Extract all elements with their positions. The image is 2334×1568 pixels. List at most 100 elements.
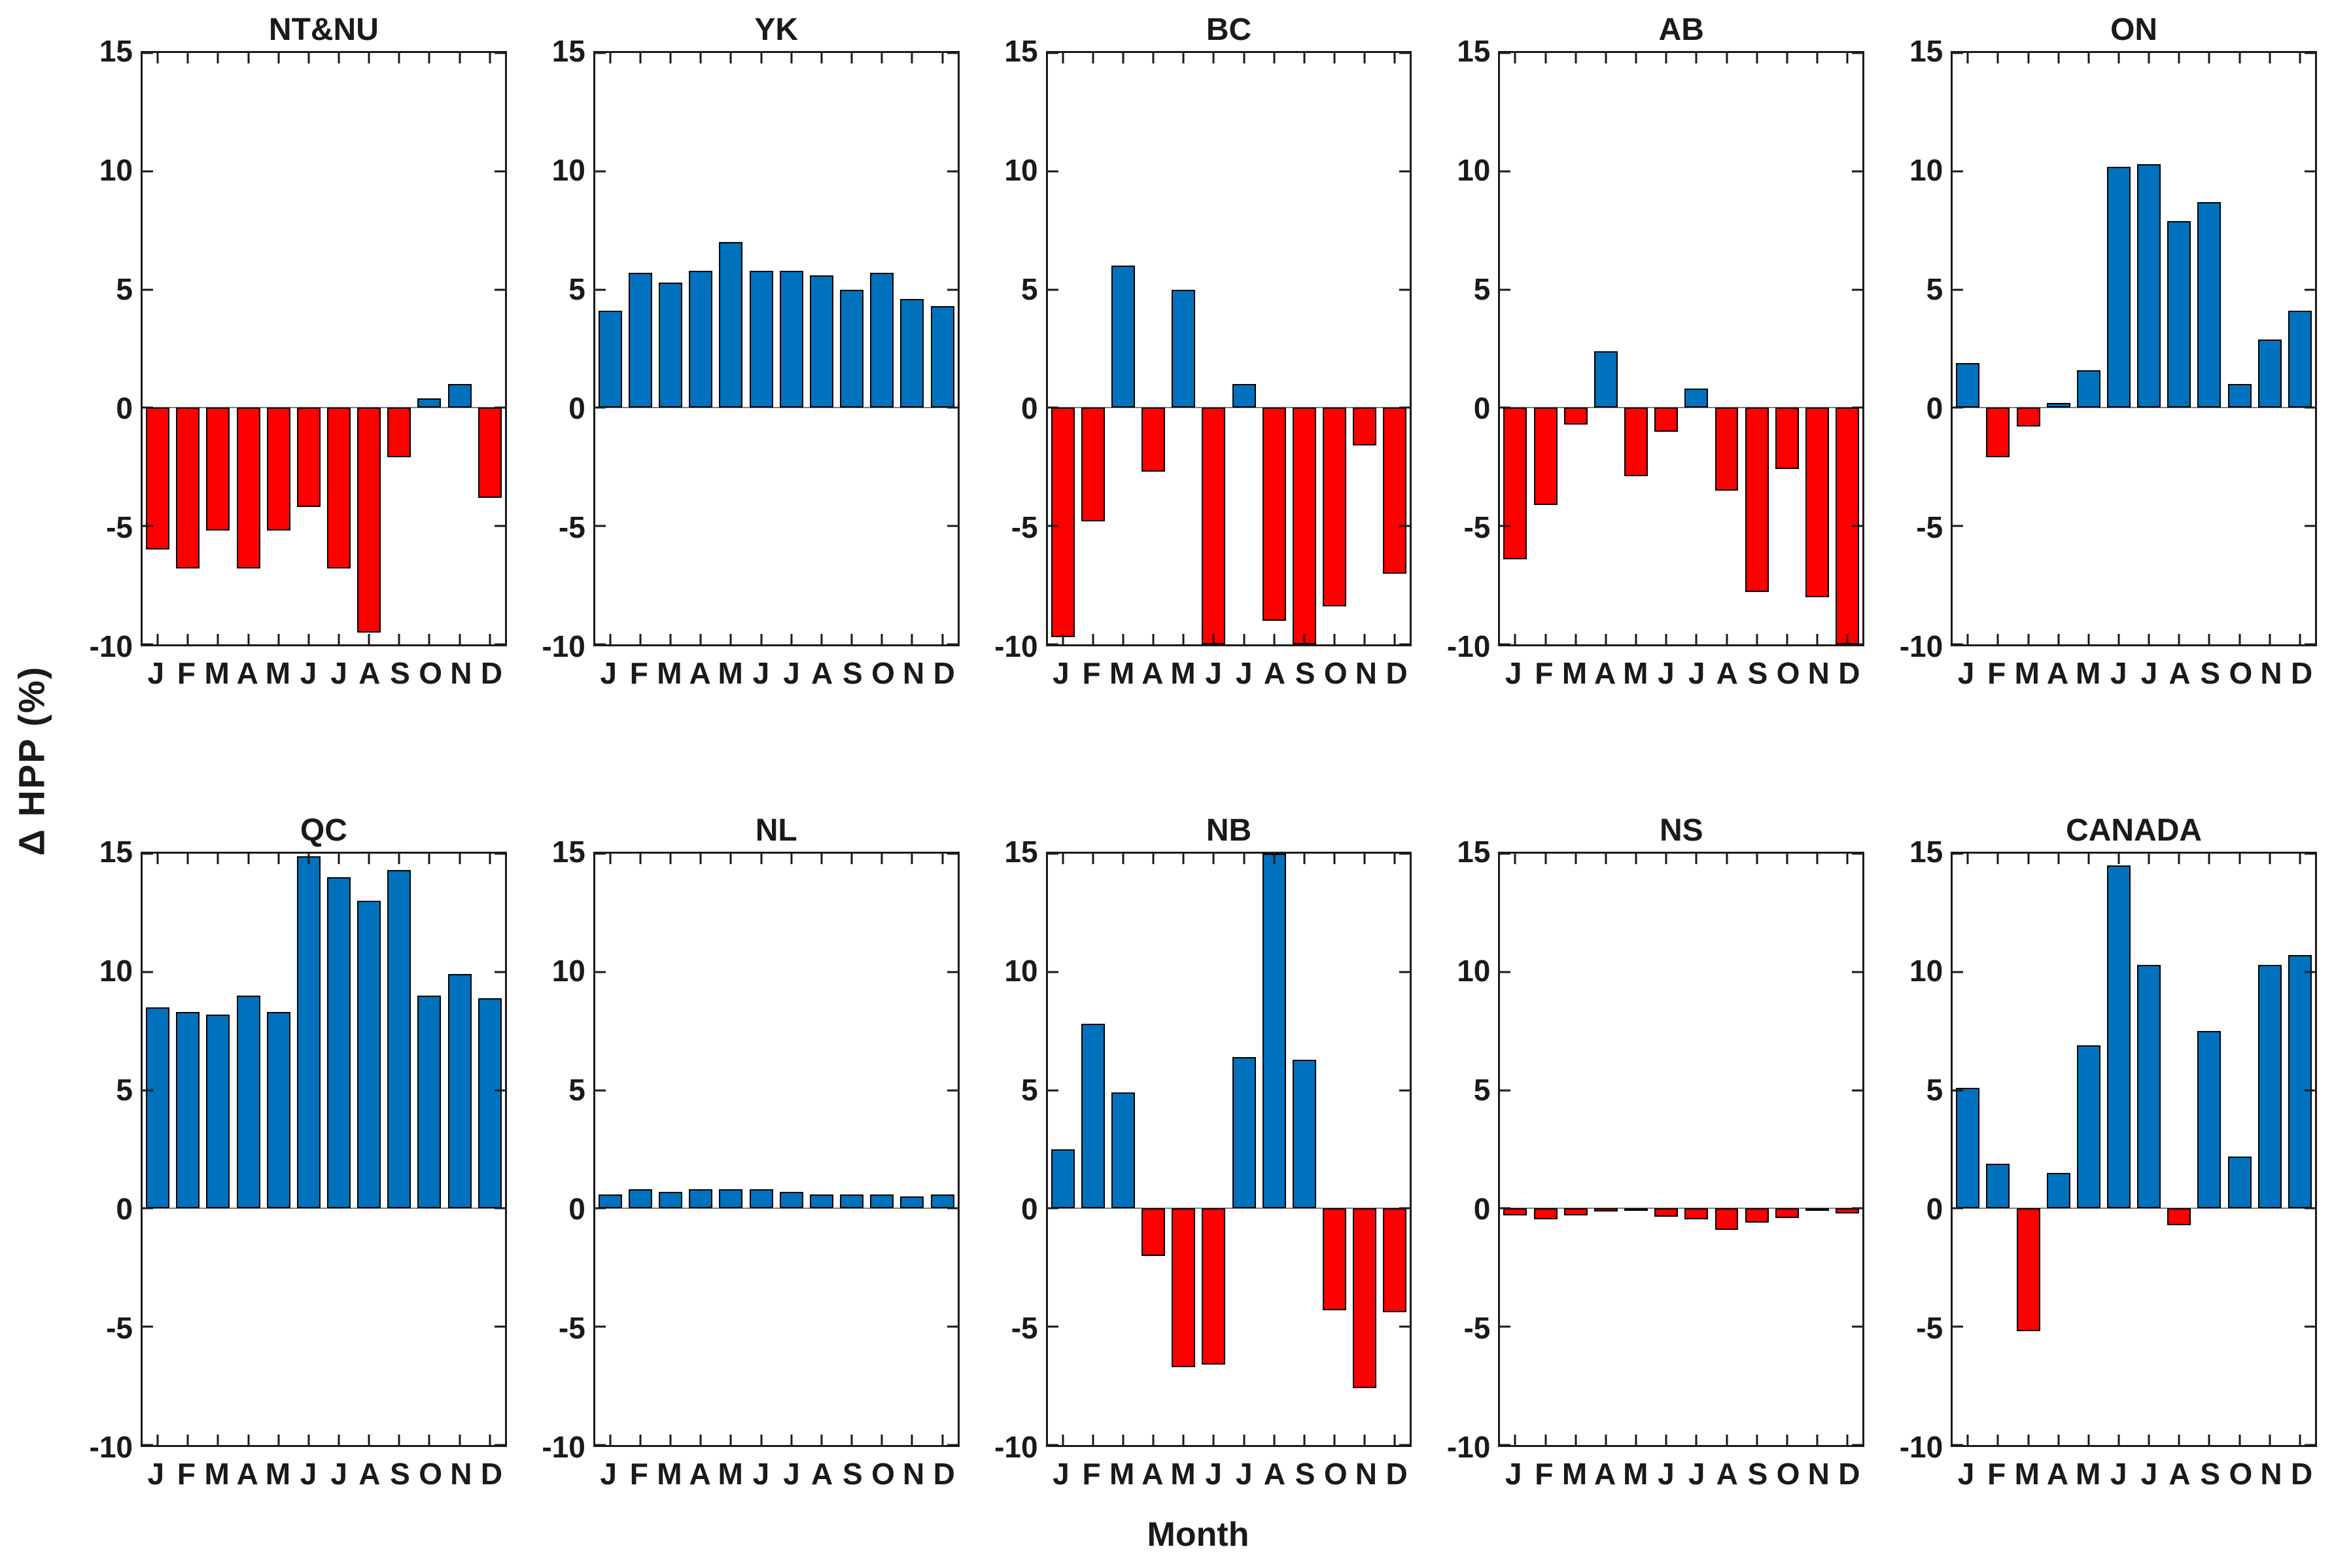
x-tick — [1514, 634, 1516, 644]
x-tick — [609, 634, 612, 644]
x-tick — [1544, 1435, 1547, 1445]
y-tick — [1047, 852, 1058, 855]
y-tick-label: 5 — [116, 1073, 133, 1107]
bar-CANADA-N-11 — [2257, 964, 2282, 1209]
x-tick-label: N — [450, 1457, 472, 1491]
x-tick-label: N — [450, 656, 472, 690]
bar-ON-J-1 — [1956, 362, 1980, 408]
x-tick-label: S — [842, 1457, 863, 1491]
bar-ON-O-10 — [2227, 384, 2252, 408]
y-tick — [2304, 52, 2315, 54]
bar-NB-J-6 — [1202, 1208, 1226, 1365]
x-tick — [1363, 53, 1366, 63]
x-tick-label: M — [1623, 656, 1648, 690]
x-tick — [368, 53, 370, 63]
x-tick-label: O — [1323, 1457, 1348, 1491]
y-tick-label: 0 — [1926, 1192, 1943, 1226]
x-tick-label: F — [1987, 1457, 2006, 1491]
bar-ON-A-8 — [2167, 220, 2191, 408]
x-tick-label: N — [1355, 656, 1378, 690]
plot-area — [593, 852, 960, 1447]
y-tick — [2304, 1207, 2315, 1210]
x-tick — [1786, 1435, 1788, 1445]
x-tick — [1152, 53, 1155, 63]
x-tick-label: A — [1594, 1457, 1616, 1491]
y-tick-label: -5 — [1916, 510, 1943, 544]
x-tick — [156, 1435, 159, 1445]
y-tick — [2304, 971, 2315, 973]
x-tick — [1575, 1435, 1577, 1445]
bar-NL-M-3 — [659, 1192, 683, 1209]
y-tick — [2304, 643, 2315, 646]
y-tick — [1500, 1325, 1511, 1328]
y-tick-label: 5 — [1926, 272, 1943, 306]
y-tick — [595, 1207, 606, 1210]
x-tick — [2238, 1435, 2241, 1445]
x-tick-label: O — [419, 1457, 443, 1491]
y-tick — [595, 288, 606, 291]
y-tick — [2304, 406, 2315, 409]
x-tick — [2117, 53, 2120, 63]
x-tick-label: J — [1236, 1457, 1253, 1491]
y-tick-label: -10 — [1446, 1430, 1491, 1464]
x-tick — [820, 854, 823, 864]
x-tick — [1243, 53, 1245, 63]
y-tick — [947, 170, 958, 173]
x-tick — [609, 854, 612, 864]
bar-NT&NU-J-1 — [146, 408, 170, 550]
bar-NL-F-2 — [629, 1189, 653, 1209]
x-tick-label: M — [657, 656, 682, 690]
x-tick — [609, 53, 612, 63]
bar-ON-A-4 — [2046, 403, 2070, 408]
x-tick-label: A — [1263, 656, 1286, 690]
x-tick — [1786, 854, 1788, 864]
y-tick — [947, 52, 958, 54]
x-tick — [1122, 1435, 1124, 1445]
y-tick — [1953, 1089, 1964, 1092]
x-tick — [186, 854, 189, 864]
x-tick — [820, 53, 823, 63]
x-tick — [880, 634, 883, 644]
x-tick-label: J — [2140, 1457, 2158, 1491]
x-tick — [850, 854, 853, 864]
bar-AB-O-10 — [1775, 408, 1799, 470]
bar-NB-M-3 — [1111, 1092, 1135, 1209]
x-tick-label: S — [1747, 656, 1768, 690]
y-tick-label: 5 — [1926, 1073, 1943, 1107]
x-tick — [1393, 53, 1396, 63]
y-tick — [1500, 852, 1511, 855]
y-tick-label: 10 — [1004, 153, 1038, 187]
x-tick — [247, 634, 250, 644]
bar-CANADA-O-10 — [2227, 1156, 2252, 1209]
x-tick-label: A — [236, 656, 258, 690]
y-tick — [1500, 643, 1511, 646]
y-tick — [494, 1444, 505, 1446]
bar-YK-J-6 — [749, 270, 773, 408]
bar-YK-J-1 — [598, 311, 622, 408]
x-tick — [2299, 854, 2301, 864]
x-tick-label: A — [689, 1457, 711, 1491]
x-tick — [760, 854, 763, 864]
y-tick — [947, 1325, 958, 1328]
y-tick — [143, 52, 153, 54]
x-tick — [489, 53, 491, 63]
y-tick — [143, 1207, 153, 1210]
bar-CANADA-A-8 — [2167, 1208, 2191, 1225]
x-tick — [2087, 1435, 2090, 1445]
x-tick — [669, 854, 672, 864]
x-tick — [2299, 53, 2301, 63]
x-tick — [1816, 854, 1819, 864]
x-tick — [398, 634, 400, 644]
x-tick — [2238, 854, 2241, 864]
x-tick — [2027, 1435, 2030, 1445]
x-tick-label: F — [177, 1457, 196, 1491]
y-tick — [1953, 406, 1964, 409]
gutter-spacer — [1872, 646, 1951, 712]
